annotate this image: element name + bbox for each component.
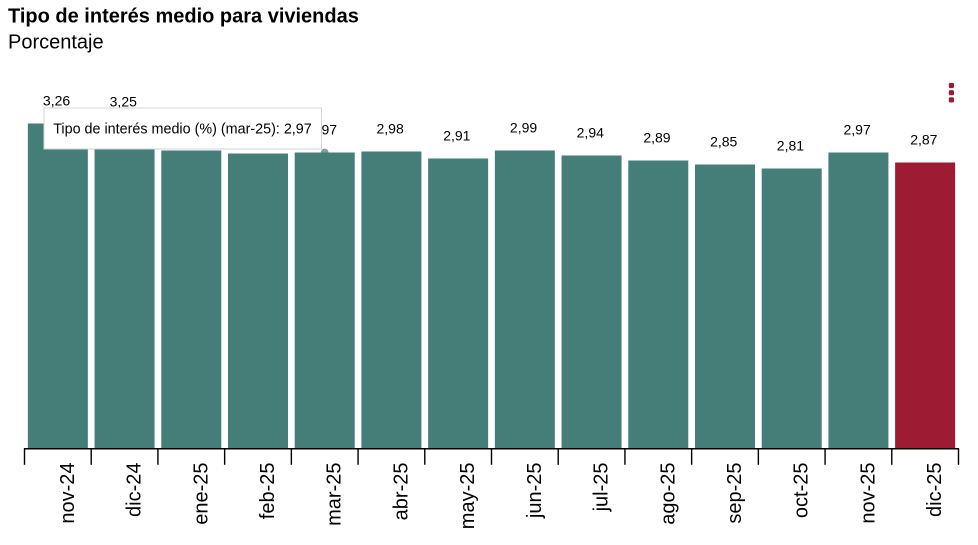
svg-text:2,99: 2,99 — [510, 120, 537, 136]
svg-text:2,81: 2,81 — [777, 138, 804, 154]
svg-text:oct-25: oct-25 — [791, 463, 813, 519]
svg-text:2,85: 2,85 — [710, 134, 737, 150]
svg-text:3,26: 3,26 — [43, 93, 70, 109]
svg-text:Tipo de interés medio para viv: Tipo de interés medio para viviendas — [8, 6, 359, 28]
svg-text:2,97: 2,97 — [843, 122, 870, 138]
svg-text:dic-25: dic-25 — [924, 463, 946, 517]
svg-text:2,98: 2,98 — [377, 121, 404, 137]
svg-text:jul-25: jul-25 — [591, 463, 613, 513]
svg-text:jun-25: jun-25 — [524, 463, 546, 520]
svg-text:may-25: may-25 — [457, 463, 479, 530]
svg-text:abr-25: abr-25 — [390, 463, 412, 521]
svg-text:nov-25: nov-25 — [857, 463, 879, 524]
svg-text:dic-24: dic-24 — [124, 463, 146, 517]
svg-text:ene-25: ene-25 — [190, 463, 212, 525]
svg-text:2,87: 2,87 — [910, 132, 937, 148]
svg-text:Porcentaje: Porcentaje — [8, 31, 104, 53]
svg-text:mar-25: mar-25 — [324, 463, 346, 526]
svg-text:feb-25: feb-25 — [257, 463, 279, 520]
svg-text:2,91: 2,91 — [443, 128, 470, 144]
svg-text:Tipo de interés medio (%) (mar: Tipo de interés medio (%) (mar-25): 2,97 — [53, 121, 312, 137]
svg-text:sep-25: sep-25 — [724, 463, 746, 524]
svg-text:2,94: 2,94 — [577, 125, 604, 141]
svg-text:ago-25: ago-25 — [657, 463, 679, 525]
svg-text:3,25: 3,25 — [110, 94, 137, 110]
svg-text:nov-24: nov-24 — [57, 463, 79, 524]
svg-text:2,89: 2,89 — [643, 130, 670, 146]
